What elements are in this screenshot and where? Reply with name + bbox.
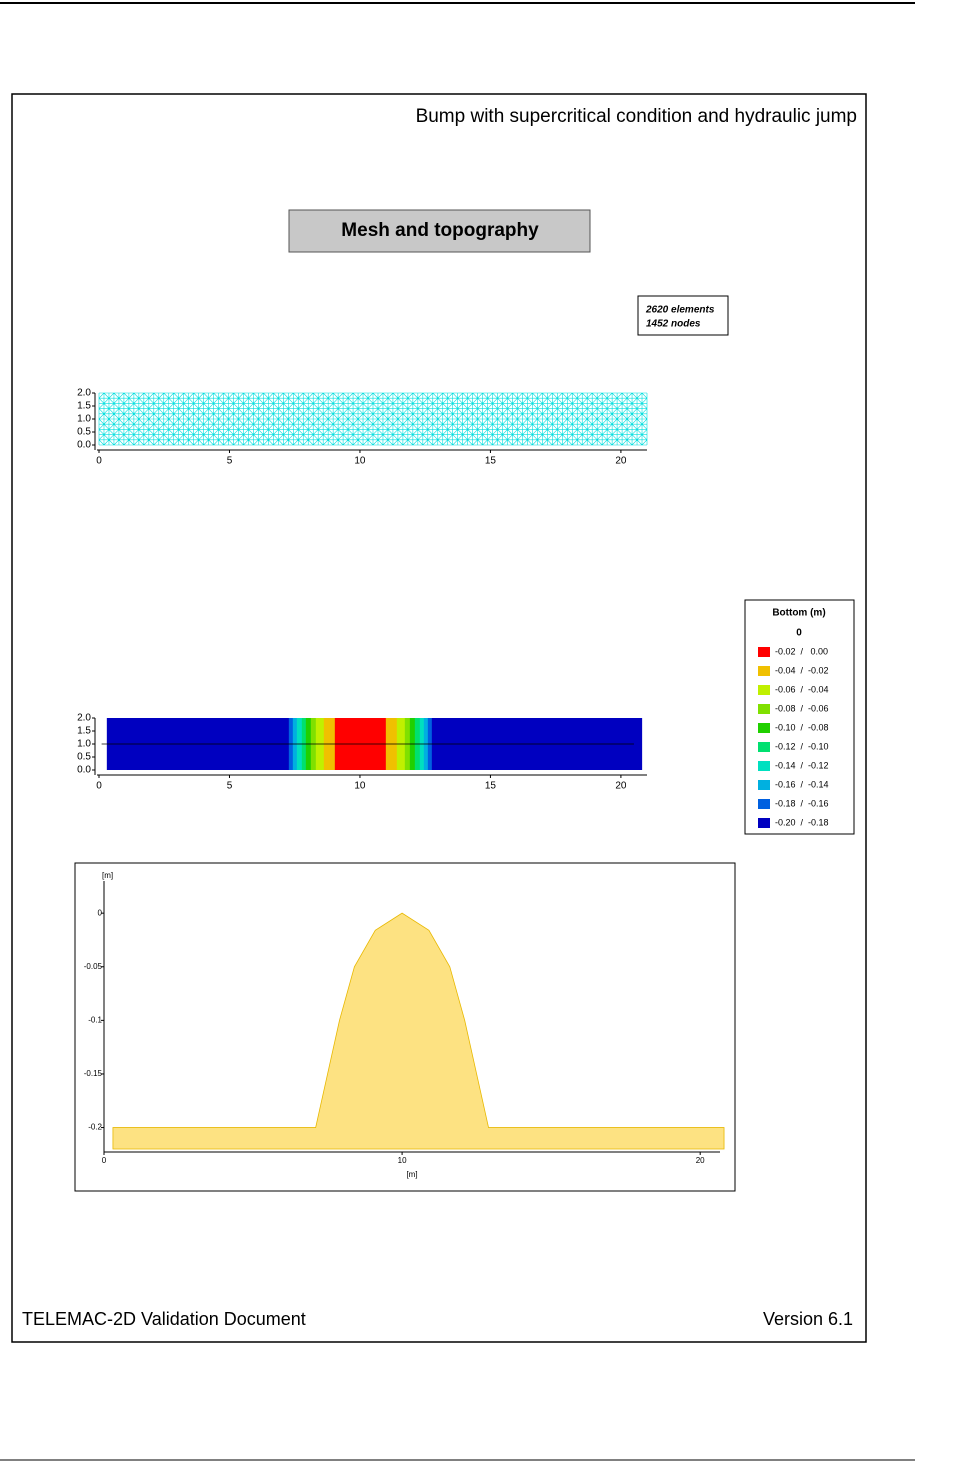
bottom-cell bbox=[637, 718, 640, 770]
y-tick-label: 0.0 bbox=[77, 765, 91, 776]
legend-title: Bottom (m) bbox=[772, 608, 825, 619]
y-tick-label: -0.15 bbox=[84, 1069, 103, 1078]
y-tick-label: 1.5 bbox=[77, 401, 91, 412]
x-tick-label: 15 bbox=[485, 781, 497, 792]
legend-label: -0.20 / -0.18 bbox=[775, 817, 829, 827]
y-tick-label: 1.0 bbox=[77, 414, 91, 425]
x-tick-label: 20 bbox=[615, 456, 627, 467]
legend-swatch bbox=[758, 799, 770, 809]
x-axis-label: [m] bbox=[406, 1170, 417, 1179]
legend-swatch bbox=[758, 647, 770, 657]
x-tick-label: 15 bbox=[485, 456, 497, 467]
legend-label: -0.16 / -0.14 bbox=[775, 779, 829, 789]
bottom-cell bbox=[633, 718, 636, 770]
legend-swatch bbox=[758, 685, 770, 695]
x-tick-label: 20 bbox=[696, 1156, 705, 1165]
x-tick-label: 0 bbox=[96, 781, 102, 792]
y-tick-label: 2.0 bbox=[77, 388, 91, 399]
legend-label: -0.18 / -0.16 bbox=[775, 798, 829, 808]
y-tick-label: 2.0 bbox=[77, 713, 91, 724]
y-tick-label: 1.5 bbox=[77, 726, 91, 737]
y-tick-label: -0.05 bbox=[84, 962, 103, 971]
page-frame bbox=[11, 93, 867, 1343]
bottom-cell bbox=[640, 718, 643, 770]
legend-swatch bbox=[758, 704, 770, 714]
bottom-cell bbox=[634, 718, 637, 770]
y-tick-label: 0.0 bbox=[77, 440, 91, 451]
y-tick-label: -0.1 bbox=[88, 1015, 102, 1024]
legend-label: -0.08 / -0.06 bbox=[775, 703, 829, 713]
y-tick-label: 0.5 bbox=[77, 427, 91, 438]
legend-label: -0.02 / 0.00 bbox=[775, 646, 828, 656]
legend-level: 0 bbox=[796, 628, 802, 639]
legend-box bbox=[744, 599, 855, 835]
y-tick-label: 1.0 bbox=[77, 739, 91, 750]
footer-left: TELEMAC-2D Validation Document bbox=[22, 1309, 306, 1329]
y-tick-label: 0 bbox=[98, 908, 103, 917]
footer-right: Version 6.1 bbox=[763, 1309, 853, 1329]
y-axis-label: [m] bbox=[102, 871, 113, 880]
legend-label: -0.06 / -0.04 bbox=[775, 684, 829, 694]
section-title: Mesh and topography bbox=[341, 220, 539, 241]
section-box bbox=[288, 209, 591, 253]
mesh-lines bbox=[98, 392, 648, 446]
legend-label: -0.04 / -0.02 bbox=[775, 665, 829, 675]
info-box bbox=[637, 295, 729, 336]
x-tick-label: 20 bbox=[615, 781, 627, 792]
x-tick-label: 5 bbox=[227, 781, 233, 792]
x-tick-label: 0 bbox=[102, 1156, 107, 1165]
y-tick-label: -0.2 bbox=[88, 1123, 102, 1132]
legend-swatch bbox=[758, 761, 770, 771]
legend-label: -0.12 / -0.10 bbox=[775, 741, 829, 751]
bottom-cell bbox=[636, 718, 639, 770]
legend-label: -0.14 / -0.12 bbox=[775, 760, 829, 770]
x-tick-label: 0 bbox=[96, 456, 102, 467]
title: Bump with supercritical condition and hy… bbox=[416, 106, 857, 127]
legend-swatch bbox=[758, 818, 770, 828]
profile-area bbox=[112, 912, 725, 1150]
elements: 2620 elements bbox=[645, 305, 715, 316]
legend-swatch bbox=[758, 742, 770, 752]
mesh bbox=[98, 392, 648, 446]
bottom-cell bbox=[639, 718, 642, 770]
legend-swatch bbox=[758, 780, 770, 790]
y-tick-label: 0.5 bbox=[77, 752, 91, 763]
x-tick-label: 10 bbox=[354, 781, 366, 792]
x-tick-label: 10 bbox=[398, 1156, 407, 1165]
nodes: 1452 nodes bbox=[646, 319, 701, 330]
x-tick-label: 10 bbox=[354, 456, 366, 467]
legend-swatch bbox=[758, 666, 770, 676]
bottom-cell bbox=[638, 718, 641, 770]
legend-swatch bbox=[758, 723, 770, 733]
bottom-cell bbox=[635, 718, 638, 770]
x-tick-label: 5 bbox=[227, 456, 233, 467]
legend-label: -0.10 / -0.08 bbox=[775, 722, 829, 732]
